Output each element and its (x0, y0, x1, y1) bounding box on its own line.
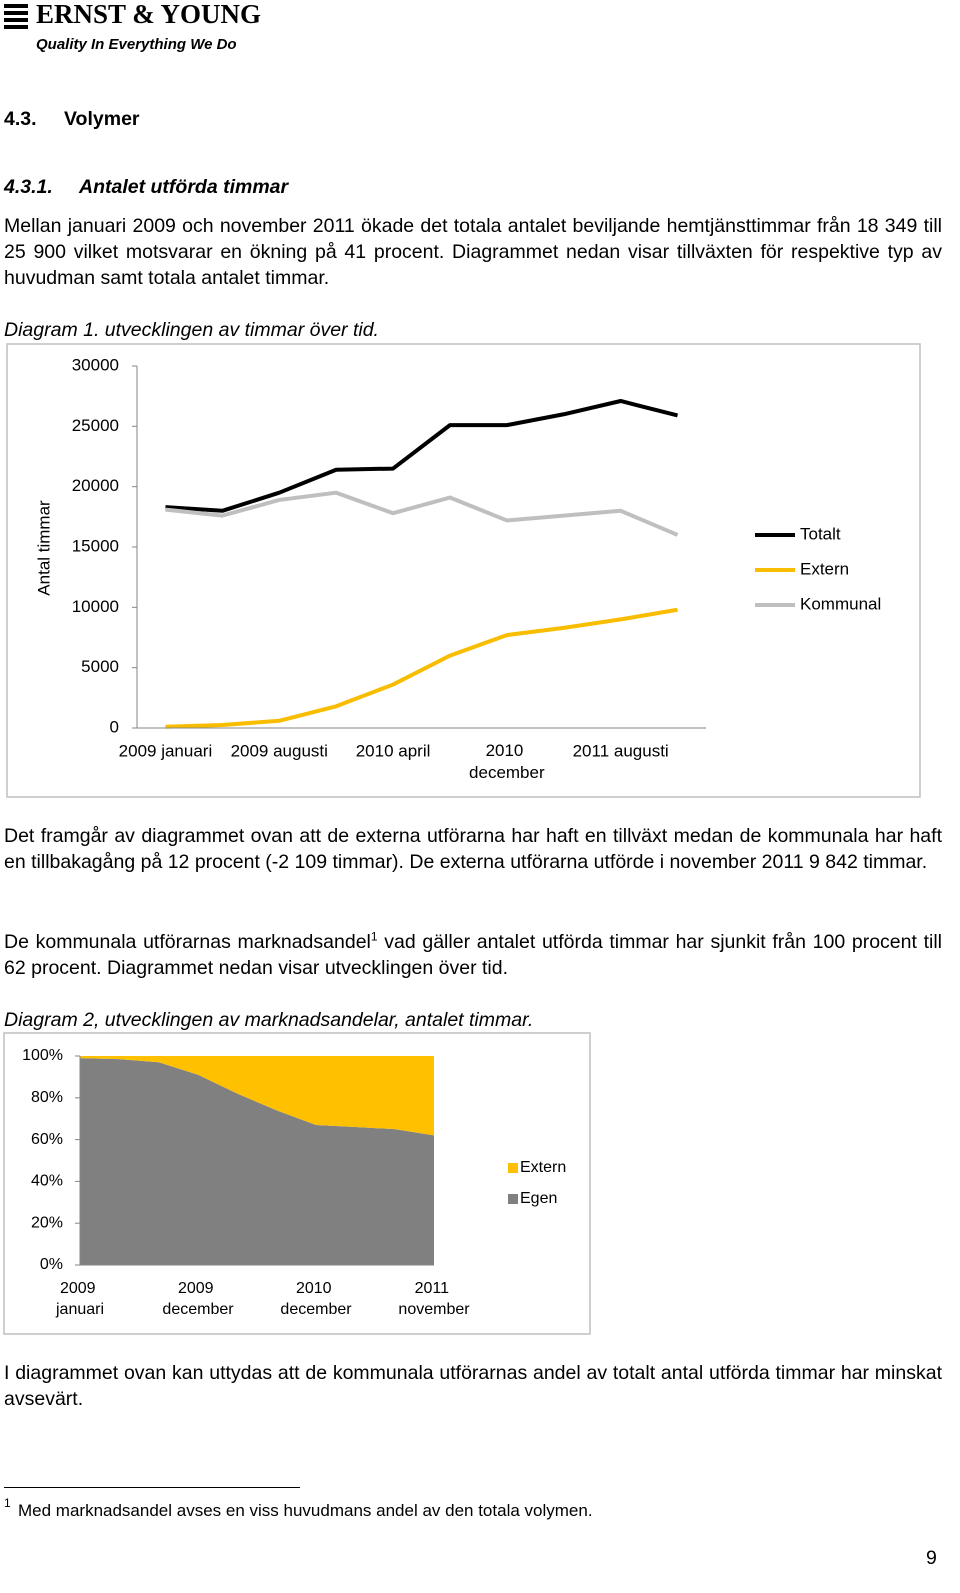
y-tick-label: 5000 (81, 657, 119, 676)
legend-swatch (508, 1163, 518, 1173)
paragraph: Mellan januari 2009 och november 2011 ök… (4, 215, 942, 289)
y-axis-title: Antal timmar (34, 500, 53, 596)
subsection-title: Antalet utförda timmar (79, 176, 289, 198)
y-tick-label: 15000 (72, 536, 119, 555)
y-tick-label: 60% (31, 1131, 63, 1148)
paragraph: De kommunala utförarnas marknadsandel1 v… (4, 929, 942, 981)
y-tick-label: 30000 (72, 355, 119, 374)
legend-label: Egen (520, 1190, 557, 1207)
x-tick-label: 2011 augusti (573, 741, 669, 760)
footnote-rule (4, 1487, 300, 1488)
series-area (80, 1058, 434, 1265)
x-tick-label: 2009 januari (55, 1280, 104, 1318)
chart-title: Diagram 2, utvecklingen av marknadsandel… (4, 1009, 534, 1031)
legend-label: Extern (800, 559, 849, 578)
section-title: Volymer (64, 108, 140, 130)
series-line (165, 607, 678, 729)
chart-title: Diagram 1. utvecklingen av timmar över t… (4, 319, 379, 341)
logo-text: ERNST & YOUNG (36, 0, 261, 29)
series-line (165, 398, 679, 513)
section-number: 4.3. (4, 108, 37, 130)
x-tick-label: 2010 april (356, 741, 431, 760)
y-tick-label: 80% (31, 1089, 63, 1106)
subsection-number: 4.3.1. (4, 176, 53, 198)
paragraph: Det framgår av diagrammet ovan att de ex… (4, 825, 942, 873)
x-tick-label: 2010 december (469, 741, 545, 782)
paragraph: I diagrammet ovan kan uttydas att de kom… (4, 1362, 942, 1410)
y-tick-label: 0 (110, 717, 119, 736)
page-number: 9 (926, 1547, 937, 1569)
text: vad gäller antalet utförda timmar har sj… (4, 931, 942, 979)
y-tick-label: 10000 (72, 597, 119, 616)
y-tick-label: 20% (31, 1214, 63, 1231)
series-line (165, 490, 679, 537)
logo-tagline: Quality In Everything We Do (36, 36, 237, 53)
x-tick-label: 2009 december (162, 1280, 234, 1318)
x-tick-label: 2011 november (398, 1280, 470, 1318)
y-tick-label: 100% (22, 1047, 63, 1064)
footnote-mark: 1 (4, 1496, 11, 1510)
x-tick-label: 2010 december (280, 1280, 352, 1318)
x-tick-label: 2009 augusti (231, 741, 328, 760)
legend-label: Totalt (800, 524, 841, 543)
y-tick-label: 25000 (72, 416, 119, 435)
footnote-ref: 1 (370, 929, 378, 944)
footnote-text: Med marknadsandel avses en viss huvudman… (18, 1501, 593, 1520)
legend-label: Kommunal (800, 594, 881, 613)
series-area (80, 1056, 434, 1136)
y-tick-label: 20000 (72, 476, 119, 495)
x-tick-label: 2009 januari (119, 741, 213, 760)
logo-icon (4, 4, 28, 29)
y-tick-label: 40% (31, 1173, 63, 1190)
legend-label: Extern (520, 1159, 566, 1176)
text: De kommunala utförarnas marknadsandel (4, 931, 371, 953)
y-tick-label: 0% (40, 1256, 63, 1273)
legend-swatch (508, 1194, 518, 1204)
